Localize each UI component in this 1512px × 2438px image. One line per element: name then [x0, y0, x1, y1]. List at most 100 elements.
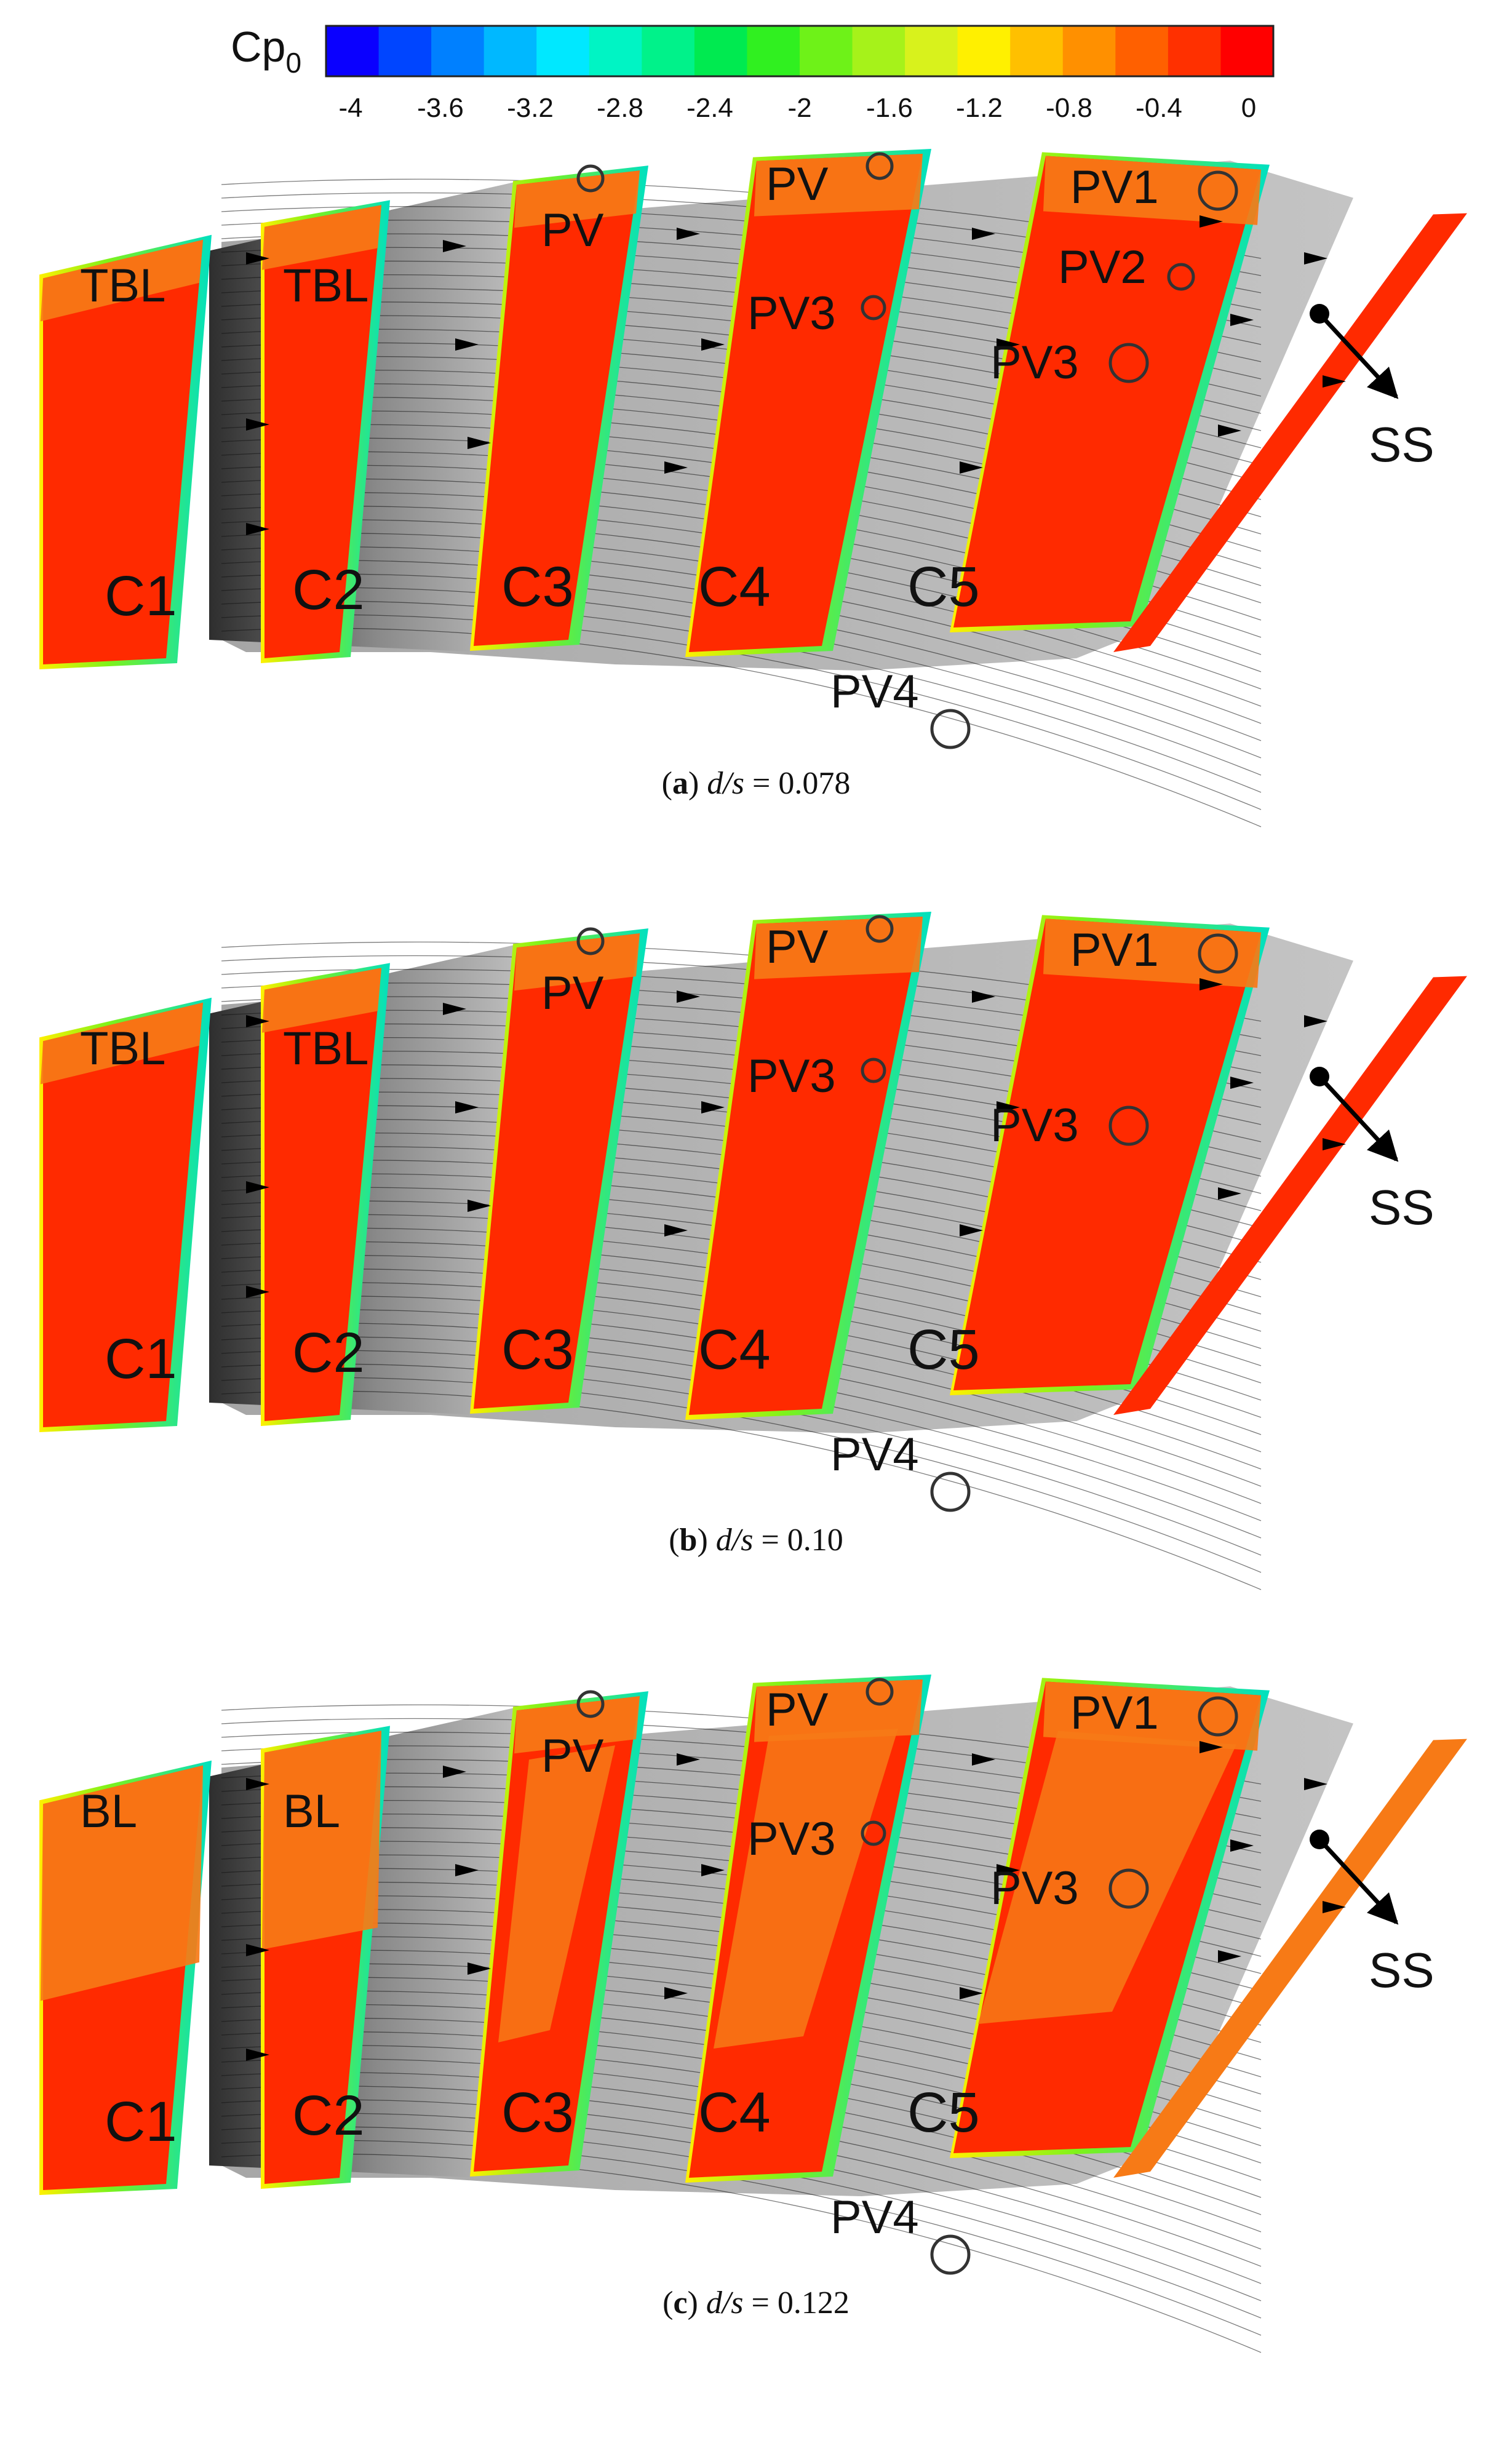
colorbar-frame	[325, 25, 1275, 78]
vortex-marker	[576, 1690, 605, 1718]
label-pv4: PV4	[830, 1428, 919, 1481]
colorbar-tick-label: -4	[338, 93, 362, 123]
colorbar-swatches	[325, 25, 1275, 78]
flow-arrow	[455, 338, 479, 351]
vortex-marker	[1108, 343, 1149, 383]
flow-arrow	[677, 990, 700, 1003]
panels: C1 C2 C3 C4 C5 TBL TBL PV PV PV3 PV1 PV2 PV3 PV4 SS (a)…	[39, 149, 1467, 2353]
flow-arrow	[246, 523, 269, 535]
core-region	[689, 154, 923, 652]
loss-band	[1043, 918, 1261, 988]
vortex-marker	[930, 709, 971, 749]
loss-band	[514, 170, 640, 228]
label-pv4: PV4	[830, 666, 919, 718]
flow-arrow	[1323, 375, 1346, 388]
colorbar-swatch	[326, 26, 380, 76]
flow-arrow	[1200, 215, 1223, 228]
label-passage-vortex-c3: PV	[541, 204, 604, 257]
core-region	[43, 1002, 203, 1427]
vortex-marker	[1108, 1868, 1149, 1909]
colorbar-swatch	[378, 26, 432, 76]
loss-band	[41, 1765, 203, 2001]
label-passage-vortex-c4: PV	[766, 158, 829, 210]
colorbar-tick-label: 0	[1241, 93, 1256, 123]
ss-arrow	[1318, 312, 1399, 399]
label-passage-vortex-c3: PV	[541, 967, 604, 1019]
colorbar-swatch	[800, 26, 853, 76]
flow-arrow	[997, 338, 1020, 351]
label-c1: C1	[105, 565, 177, 627]
legend-title: Cp0	[231, 23, 301, 79]
core-region	[953, 156, 1261, 627]
colorbar-tick-label: -2	[787, 93, 811, 123]
colorbar-legend: Cp0 -4 -3.6 -3.2 -2.8 -2.4 -2 -1.6 -1.2 -0.8 -0.4…	[231, 23, 1275, 123]
panel-caption: (b) d/s = 0.10	[669, 1523, 843, 1558]
colorbar-swatch	[1115, 26, 1169, 76]
label-boundary-layer-1: TBL	[80, 1022, 165, 1075]
colorbar-tick-label: -2.4	[686, 93, 733, 123]
flow-arrow	[1304, 252, 1327, 265]
flow-arrow	[443, 240, 466, 252]
vortex-marker	[576, 927, 605, 955]
label-c4: C4	[698, 556, 771, 618]
label-passage-vortex-c4: PV	[766, 921, 829, 973]
annotations: C1 C2 C3 C4 C5 BL BL PV PV PV3 PV1 PV3 PV4 SS	[80, 1678, 1434, 2275]
blade-slice-c1	[39, 234, 212, 670]
flow-arrow	[1230, 1839, 1254, 1852]
flow-arrow	[1304, 1778, 1327, 1790]
core-region	[474, 933, 640, 1409]
vortex-marker	[861, 1058, 886, 1083]
vortex-marker	[576, 164, 605, 193]
blade-slice-c1	[39, 997, 212, 1432]
flow-arrow	[664, 1987, 688, 1999]
streamline	[221, 1390, 1262, 1590]
flow-arrow	[664, 461, 688, 474]
loss-region	[978, 1731, 1236, 2024]
flow-arrow	[664, 1224, 688, 1237]
flow-arrow	[701, 1864, 725, 1876]
colorbar-ticks: -4 -3.6 -3.2 -2.8 -2.4 -2 -1.6 -1.2 -0.8 -0.4 0	[338, 93, 1256, 123]
label-suction-side: SS	[1369, 1180, 1434, 1235]
core-region	[474, 170, 640, 646]
flow-arrow	[997, 1864, 1020, 1876]
label-c5: C5	[907, 2081, 980, 2144]
vortex-marker	[865, 152, 894, 180]
panel-b: C1 C2 C3 C4 C5 TBL TBL PV PV PV3 PV1 PV3 PV4 SS (b) d/…	[39, 912, 1467, 1590]
vortex-marker	[865, 1678, 894, 1706]
vortex-marker	[861, 295, 886, 321]
colorbar-swatch	[957, 26, 1011, 76]
label-pv3-c4: PV3	[747, 287, 836, 340]
label-pv2: PV2	[1058, 241, 1147, 293]
loss-band	[514, 1696, 640, 1754]
blade-slices	[39, 149, 1270, 670]
blade-slice-c4	[685, 1675, 931, 2183]
colorbar-swatch	[483, 26, 537, 76]
colorbar-swatch	[694, 26, 747, 76]
blade-slice-c2	[261, 200, 390, 663]
colorbar-swatch	[1010, 26, 1064, 76]
label-c4: C4	[698, 1318, 771, 1381]
label-c5: C5	[907, 1318, 980, 1381]
flow-arrow	[246, 1015, 269, 1027]
label-boundary-layer-2: TBL	[283, 260, 368, 312]
label-passage-vortex-c3: PV	[541, 1730, 604, 1782]
core-region	[953, 918, 1261, 1390]
flow-arrow	[1218, 1950, 1241, 1962]
colorbar-swatch	[642, 26, 695, 76]
label-suction-side: SS	[1369, 1943, 1434, 1998]
loss-band	[754, 154, 923, 217]
flow-arrow	[1304, 1015, 1327, 1027]
flow-arrow	[1323, 1138, 1346, 1150]
flow-arrow	[1200, 1741, 1223, 1753]
loss-band	[262, 1731, 381, 1950]
colorbar-swatch	[852, 26, 905, 76]
colorbar-swatch	[905, 26, 958, 76]
suction-side-strip	[1113, 976, 1467, 1415]
panel-a: C1 C2 C3 C4 C5 TBL TBL PV PV PV3 PV1 PV2 PV3 PV4 SS (a)…	[39, 149, 1467, 827]
flow-arrow	[1230, 1077, 1254, 1089]
label-pv1: PV1	[1070, 161, 1159, 213]
blade-slice-c5	[950, 152, 1270, 632]
label-pv3-c4: PV3	[747, 1813, 836, 1865]
flow-arrow	[1218, 1187, 1241, 1200]
loss-band	[1043, 156, 1261, 225]
